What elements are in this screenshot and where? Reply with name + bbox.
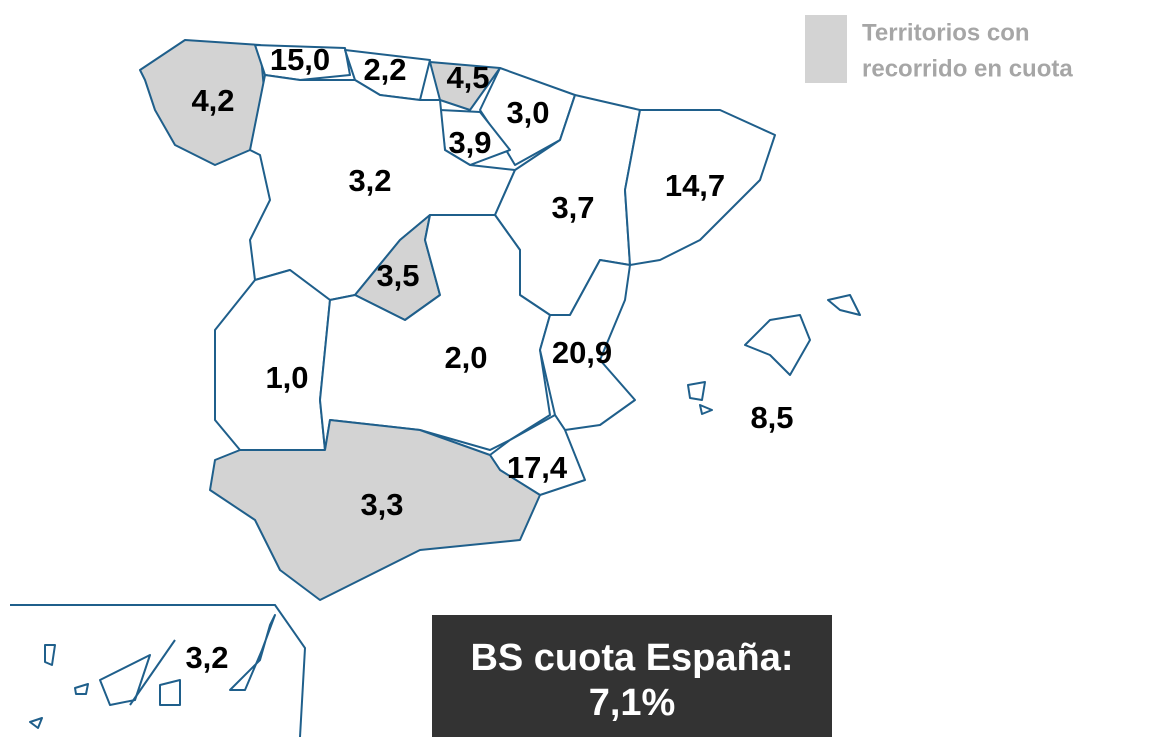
region-label: 3,2 (185, 640, 228, 675)
region-label: 3,9 (448, 125, 491, 160)
region-label: 1,0 (265, 360, 308, 395)
region-label: 15,0 (270, 42, 330, 77)
island (129, 639, 176, 706)
region (539, 259, 636, 431)
region (254, 44, 351, 81)
region-label: 3,3 (360, 487, 403, 522)
region-label: 3,7 (551, 190, 594, 225)
region (624, 109, 776, 266)
legend-text: recorrido en cuota (862, 55, 1073, 82)
region-label: 3,0 (506, 95, 549, 130)
region (209, 419, 541, 601)
legend-swatch (805, 15, 847, 83)
region-label: 14,7 (665, 168, 725, 203)
summary-box (432, 615, 832, 737)
region-label: 20,9 (552, 335, 612, 370)
region-label: 3,2 (348, 163, 391, 198)
region-label: 4,2 (191, 83, 234, 118)
region-label: 4,5 (446, 60, 489, 95)
legend-text: Territorios con (862, 19, 1030, 46)
region (429, 61, 501, 111)
canarias-frame (10, 604, 307, 737)
region-label: 17,4 (507, 450, 568, 485)
region (687, 294, 861, 415)
summary-text: 7,1% (589, 682, 676, 724)
region (29, 614, 276, 729)
region-label: 3,5 (376, 258, 419, 293)
region-label: 2,2 (363, 52, 406, 87)
region-label: 8,5 (750, 400, 793, 435)
summary-text: BS cuota España: (470, 637, 793, 679)
region-label: 2,0 (444, 340, 487, 375)
region (139, 39, 266, 166)
